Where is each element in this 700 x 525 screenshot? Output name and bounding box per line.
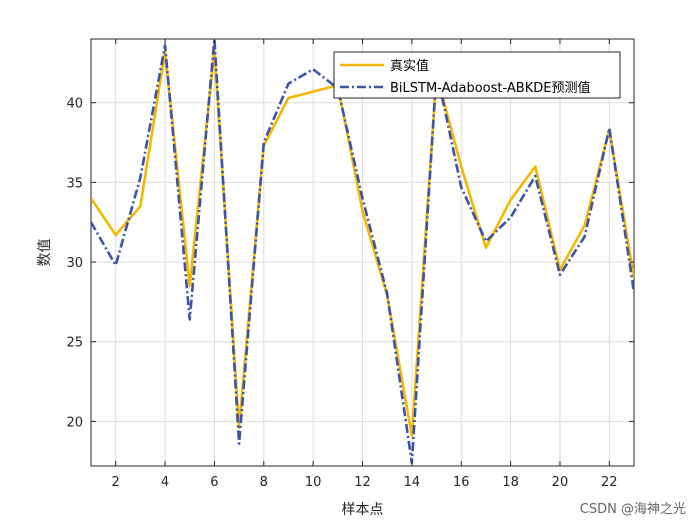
x-tick-label: 20 — [552, 475, 569, 490]
y-axis-label: 数值 — [37, 239, 53, 267]
series-layer — [91, 39, 634, 465]
x-tick-label: 14 — [404, 475, 421, 490]
x-tick-label: 22 — [601, 475, 618, 490]
watermark: CSDN @海神之光 — [579, 502, 686, 517]
y-tick-label: 20 — [66, 415, 83, 430]
x-tick-label: 12 — [354, 475, 371, 490]
x-tick-label: 10 — [305, 475, 322, 490]
x-tick-label: 16 — [453, 475, 470, 490]
y-tick-label: 30 — [66, 256, 83, 271]
y-tick-label: 40 — [66, 97, 83, 112]
legend-box — [333, 51, 621, 99]
y-tick-label: 25 — [66, 336, 83, 351]
x-tick-label: 4 — [161, 475, 169, 490]
series-line-actual — [91, 48, 634, 438]
legend-label-actual: 真实值 — [390, 58, 429, 74]
x-tick-label: 8 — [260, 475, 268, 490]
series-line-predicted — [91, 39, 634, 465]
y-tick-label: 35 — [66, 176, 83, 191]
axis-ticks: 2 4 6 8 10 12 14 16 18 20 22 20 25 30 35 40 — [66, 39, 634, 490]
x-tick-label: 2 — [112, 475, 120, 490]
legend: 真实值 BiLSTM-Adaboost-ABKDE预测值 — [333, 51, 621, 99]
legend-label-predicted: BiLSTM-Adaboost-ABKDE预测值 — [390, 80, 590, 96]
x-tick-label: 18 — [502, 475, 519, 490]
x-axis-label: 样本点 — [342, 502, 384, 518]
grid-lines — [91, 39, 634, 466]
x-tick-label: 6 — [210, 475, 218, 490]
